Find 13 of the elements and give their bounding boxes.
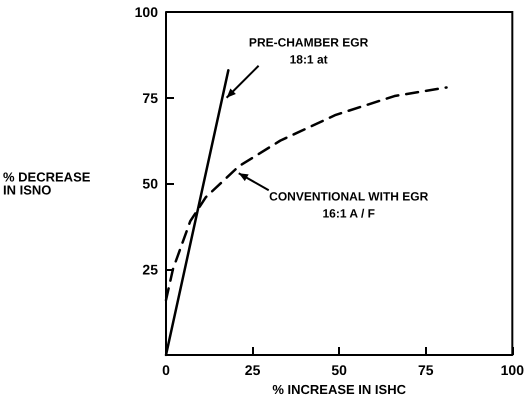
y-axis-title: % DECREASE IN ISNO: [3, 170, 91, 198]
x-axis-title: % INCREASE IN ISHC: [272, 382, 407, 397]
x-tick-label: 100: [500, 362, 524, 378]
y-tick-label: 75: [142, 90, 158, 106]
y-tick-label: 25: [142, 261, 158, 278]
x-tick-label: 25: [244, 362, 261, 378]
x-tick-label: 50: [331, 362, 348, 378]
x-tick-label: 0: [162, 362, 170, 378]
x-tick-label: 75: [418, 362, 434, 378]
y-tick-label: 100: [134, 4, 158, 20]
y-tick-label: 50: [142, 176, 158, 192]
annotation: PRE-CHAMBER EGR 18:1 at: [248, 35, 369, 66]
annotation: CONVENTIONAL WITH EGR 16:1 A / F: [269, 190, 429, 221]
